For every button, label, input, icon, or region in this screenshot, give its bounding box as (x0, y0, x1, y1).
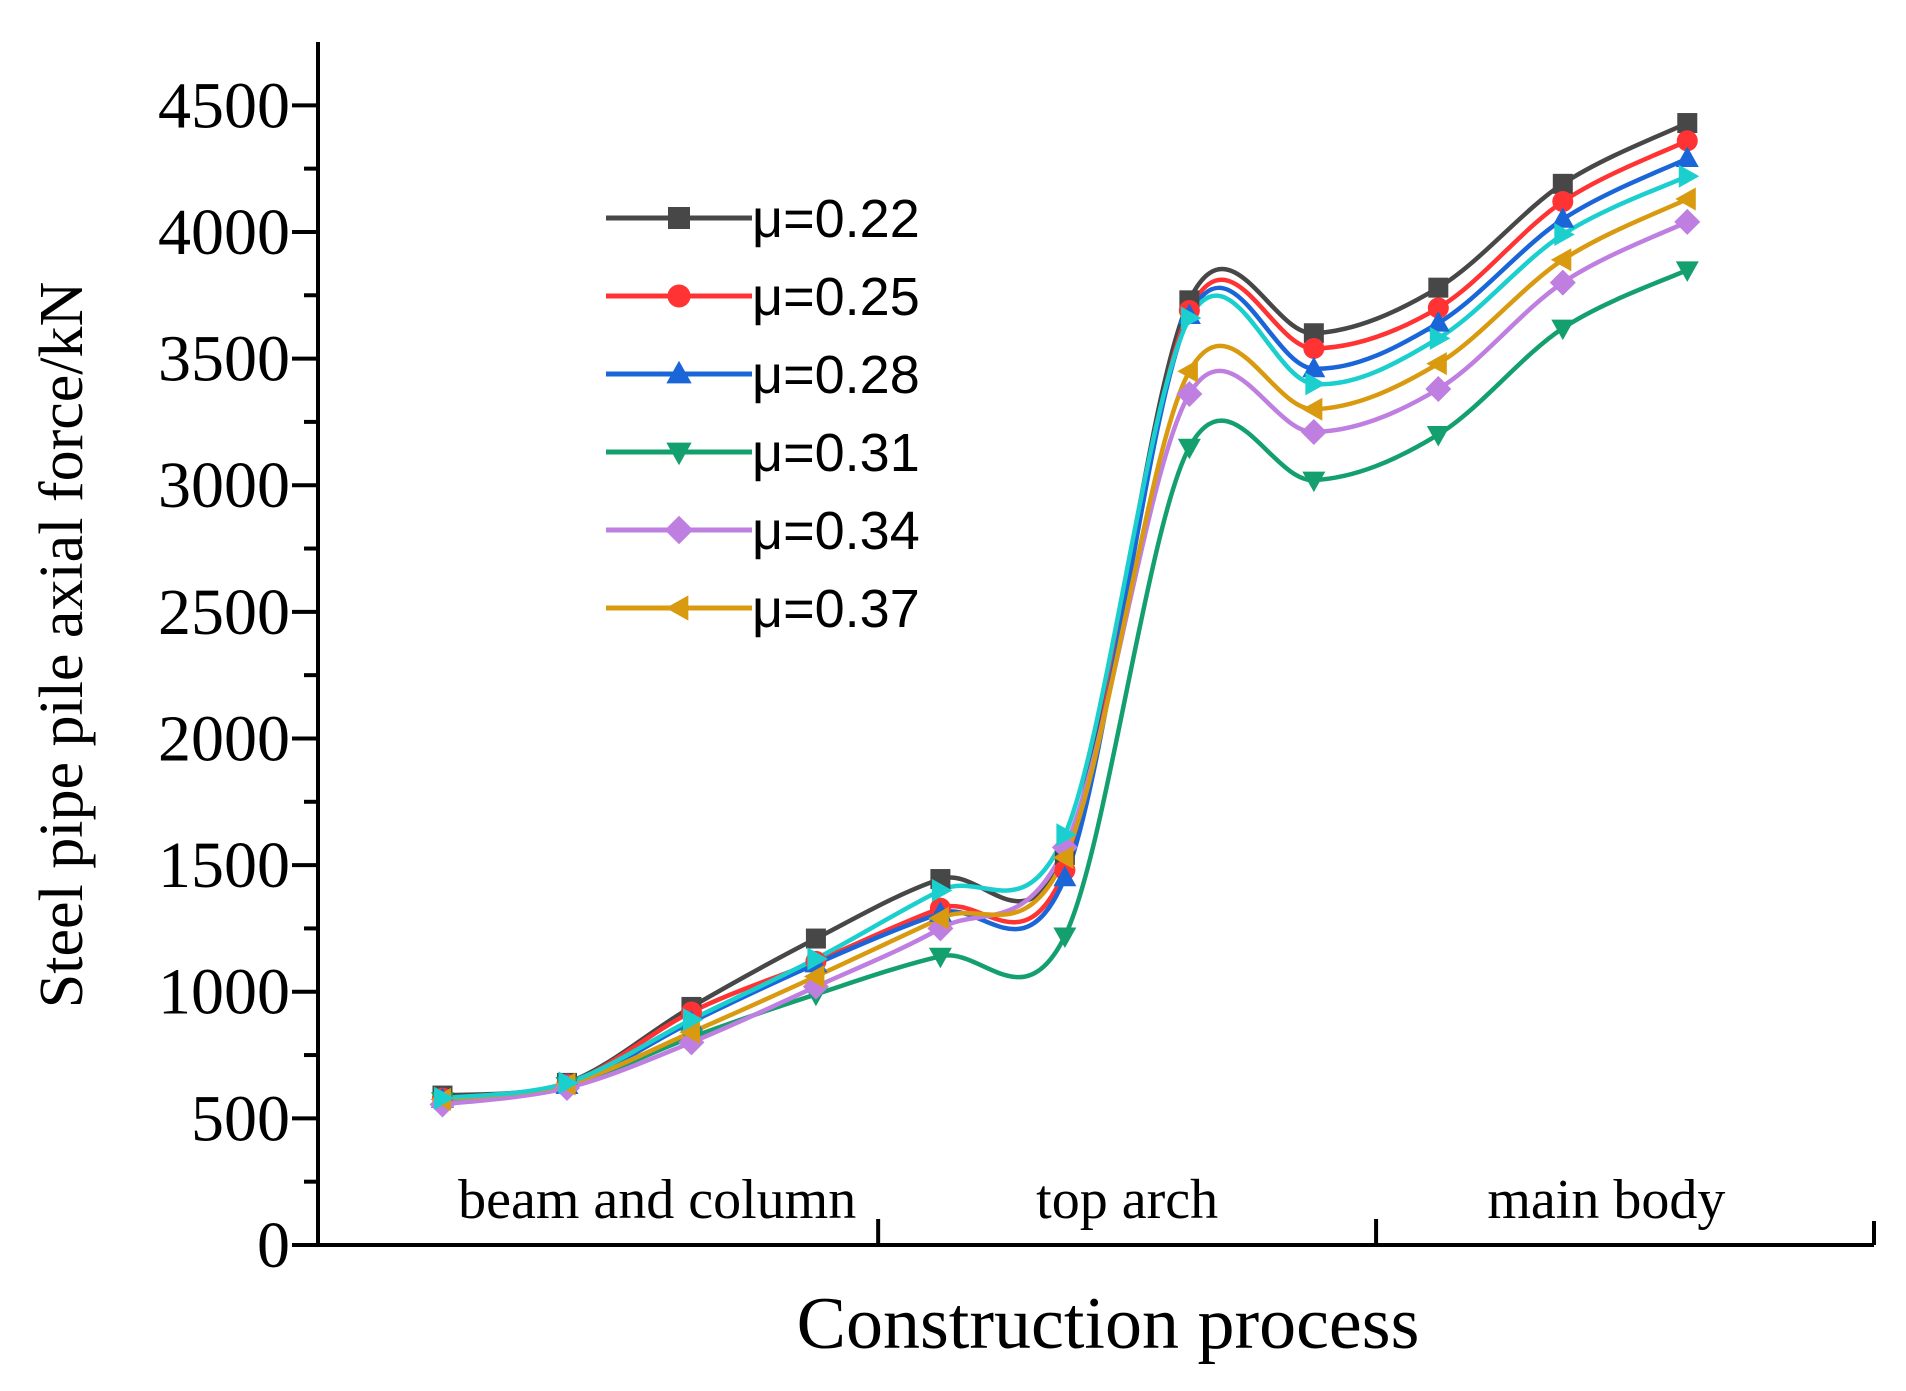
legend-marker (664, 515, 694, 545)
data-point (931, 878, 953, 902)
legend-label: μ=0.25 (752, 267, 920, 327)
data-point (928, 906, 949, 930)
x-axis-label: Construction process (797, 1283, 1420, 1365)
stage-label: main body (1487, 1169, 1725, 1231)
data-point (1053, 927, 1077, 949)
stage-label: top arch (1036, 1169, 1218, 1231)
legend: μ=0.22 μ=0.25 μ=0.28 μ=0.31 μ=0.34 μ=0.37 (606, 189, 920, 639)
y-tick-label: 1000 (158, 956, 290, 1029)
data-point (1426, 426, 1450, 447)
data-point (1552, 191, 1574, 213)
y-axis-label: Steel pipe pile axial force/kN (28, 282, 96, 1009)
data-point (433, 1086, 455, 1110)
legend-label: μ=0.31 (752, 423, 920, 483)
data-point (1302, 356, 1326, 378)
data-point (1549, 269, 1576, 296)
y-tick-label: 3500 (158, 323, 290, 396)
data-point (1301, 397, 1323, 421)
data-point (558, 1071, 579, 1095)
data-point (1675, 187, 1696, 211)
legend-marker (668, 207, 690, 229)
series-line (442, 267, 1689, 1103)
data-point (682, 1008, 704, 1032)
series-lines (442, 120, 1689, 1107)
data-point (1305, 372, 1326, 396)
data-point (1177, 359, 1198, 383)
data-point (1425, 375, 1452, 402)
data-point (1554, 222, 1575, 246)
data-point (1052, 846, 1074, 870)
data-point (1056, 823, 1077, 847)
data-point (1428, 277, 1449, 298)
data-point (1303, 337, 1325, 359)
data-point (928, 947, 952, 969)
y-tick-label: 0 (257, 1209, 290, 1282)
legend-marker (667, 284, 691, 308)
y-tick-label: 4000 (158, 196, 290, 269)
legend-marker (666, 360, 692, 384)
data-point (1426, 352, 1447, 376)
series-line (442, 219, 1689, 1107)
axes (316, 42, 1876, 1247)
data-point (1176, 381, 1203, 408)
y-tick-label: 500 (191, 1082, 290, 1155)
y-tick-label: 2500 (158, 576, 290, 649)
data-point (1678, 164, 1700, 188)
data-point (803, 965, 825, 989)
data-point (1676, 130, 1698, 152)
data-point (679, 1020, 700, 1044)
legend-label: μ=0.34 (752, 501, 920, 561)
data-point (1677, 113, 1698, 134)
legend-label: μ=0.22 (752, 189, 920, 249)
series-line (442, 156, 1689, 1102)
data-point (1675, 261, 1699, 282)
data-point (1551, 319, 1575, 341)
data-point (1427, 297, 1449, 319)
data-point (1303, 323, 1324, 344)
y-tick-label: 1500 (158, 829, 290, 902)
legend-label: μ=0.28 (752, 345, 920, 405)
y-tick-label: 2000 (158, 702, 290, 775)
y-axis-ticks: 0 500 1000 1500 2000 2500 3000 3500 4000 4500 (158, 69, 318, 1282)
data-point (1300, 419, 1327, 446)
legend-label: μ=0.37 (752, 579, 920, 639)
stage-label: beam and column (458, 1169, 856, 1231)
y-tick-label: 3000 (158, 449, 290, 522)
data-point (1550, 248, 1572, 272)
data-point (1177, 438, 1201, 460)
data-point (1552, 173, 1573, 194)
legend-marker (665, 595, 689, 621)
legend-marker (666, 442, 692, 466)
y-tick-label: 4500 (158, 69, 290, 142)
data-point (1674, 208, 1701, 235)
data-point (1429, 326, 1451, 350)
data-point (1053, 865, 1077, 887)
data-point (1302, 471, 1326, 493)
data-point (807, 947, 828, 971)
data-point (1426, 311, 1450, 332)
data-point (805, 928, 826, 949)
series-markers (429, 113, 1701, 1118)
stage-labels: beam and column top arch main body (458, 1169, 1725, 1245)
data-point (1675, 146, 1699, 168)
data-point (1180, 306, 1202, 330)
data-point (1551, 207, 1575, 228)
